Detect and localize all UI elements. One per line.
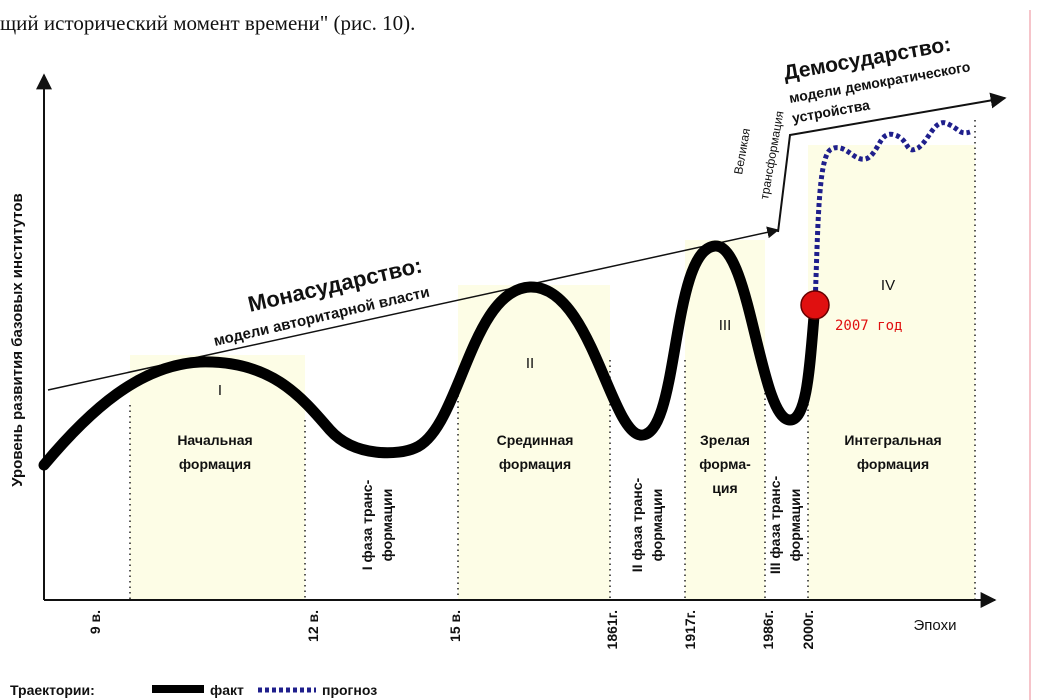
legend-fact: факт [210, 682, 244, 698]
x-label: 1986г. [760, 610, 776, 649]
x-label: 2000г. [800, 610, 816, 649]
legend-fact-swatch [152, 685, 204, 693]
phase-label: III фаза транс- [767, 476, 783, 575]
formation-area [130, 355, 305, 600]
formation-numeral: I [218, 382, 222, 399]
x-label: 1917г. [682, 610, 698, 649]
legend-title: Траектории: [10, 682, 95, 698]
formation-label: форма- [699, 456, 751, 472]
phase-label: формации [649, 489, 665, 562]
caption: щий исторический момент времени" (рис. 1… [0, 11, 415, 35]
x-label: 12 в. [305, 610, 321, 642]
formation-label: Срединная [497, 432, 574, 448]
formation-label: формация [179, 456, 251, 472]
phase-label: формации [379, 489, 395, 562]
formation-numeral: II [526, 355, 534, 372]
formation-label: Интегральная [844, 432, 941, 448]
formation-label: ция [712, 480, 737, 496]
transformation-label: Великая [731, 127, 753, 175]
x-label: 1861г. [604, 610, 620, 649]
transformation-label: трансформация [757, 110, 786, 201]
phase-label: II фаза транс- [629, 477, 645, 572]
marker [800, 290, 830, 320]
formation-label: формация [499, 456, 571, 472]
formation-label: Зрелая [700, 432, 750, 448]
fact-curve [38, 240, 821, 471]
formation-area [808, 145, 975, 600]
phase-label: I фаза транс- [359, 479, 375, 570]
formation-label: формация [857, 456, 929, 472]
formation-numeral: III [719, 317, 732, 334]
x-label: 15 в. [447, 610, 463, 642]
x-label: 9 в. [87, 610, 103, 634]
y-axis-label: Уровень развития базовых институтов [9, 193, 26, 487]
legend-forecast: прогноз [322, 682, 377, 698]
formation-numeral: IV [881, 277, 895, 294]
x-axis-label: Эпохи [914, 617, 957, 634]
marker-label: 2007 год [835, 318, 902, 334]
phase-label: формации [787, 489, 803, 562]
formation-label: Начальная [177, 432, 252, 448]
forecast-curve [812, 120, 971, 306]
formation-area [685, 240, 765, 600]
trend-arrow [777, 92, 1007, 233]
